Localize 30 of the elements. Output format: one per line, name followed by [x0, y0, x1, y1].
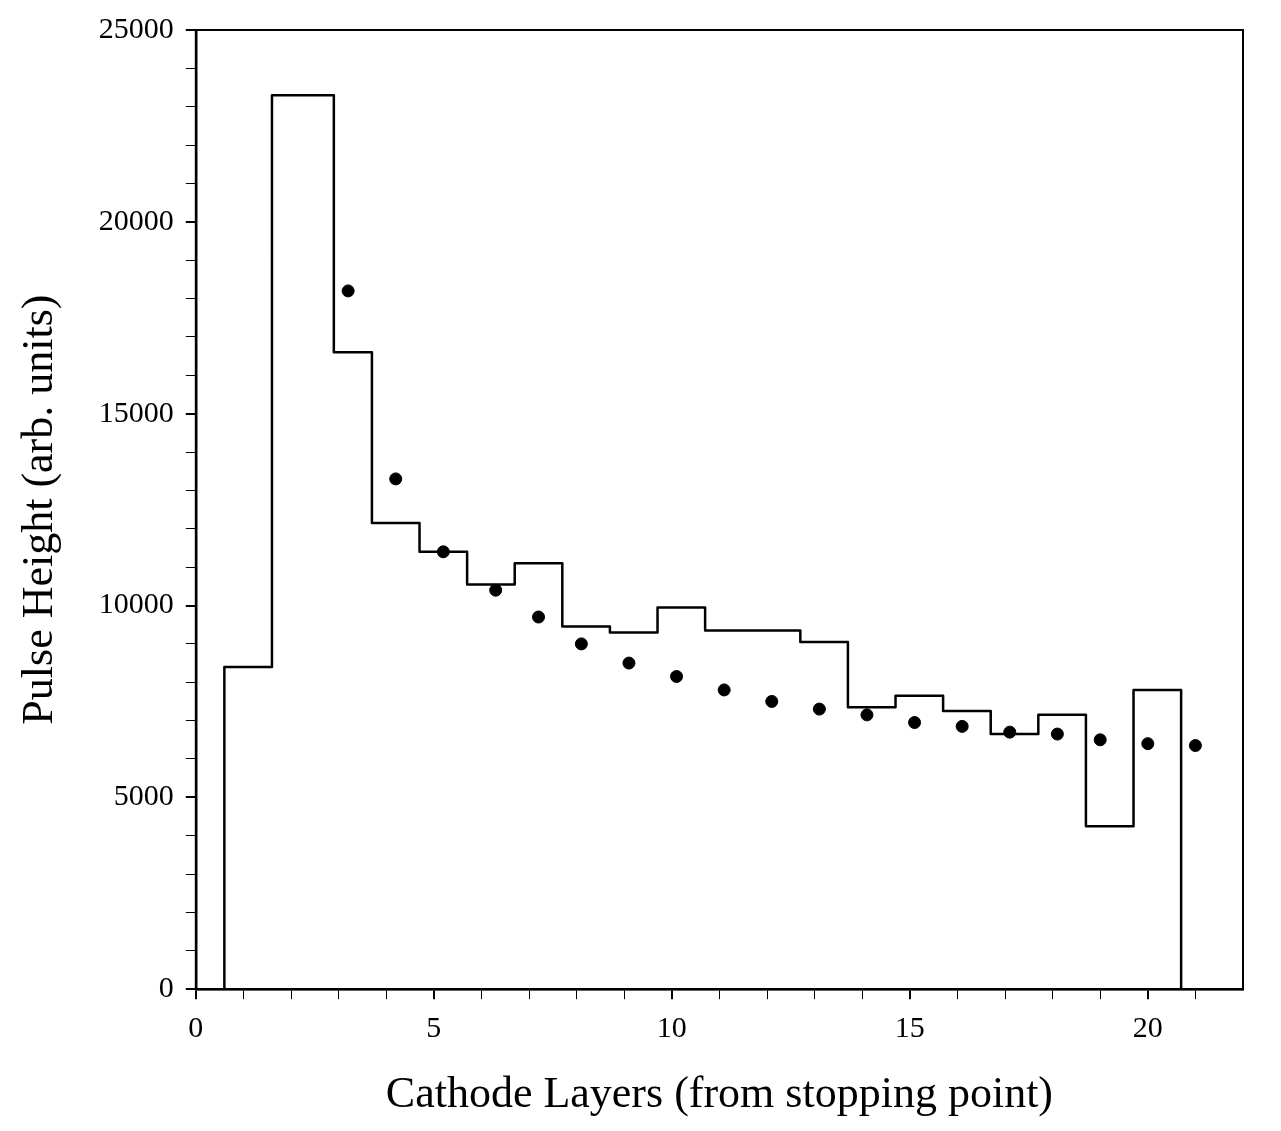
point	[574, 637, 588, 651]
point	[765, 694, 779, 708]
point	[908, 716, 922, 730]
y-tick-label: 5000	[113, 778, 174, 812]
x-axis-title: Cathode Layers (from stopping point)	[385, 1068, 1053, 1118]
x-tick-label: 5	[426, 1010, 442, 1044]
point	[1050, 727, 1064, 741]
x-tick-label: 15	[894, 1010, 925, 1044]
point	[622, 656, 636, 670]
x-tick-label: 20	[1132, 1010, 1163, 1044]
y-axis-title: Pulse Height (arb. units)	[12, 294, 62, 725]
y-tick-label: 15000	[98, 394, 174, 428]
point	[860, 708, 874, 722]
point	[1141, 737, 1155, 751]
point	[532, 610, 546, 624]
x-tick-label: 0	[188, 1010, 204, 1044]
point	[489, 583, 503, 597]
point	[1188, 739, 1202, 753]
y-tick-label: 10000	[98, 586, 174, 620]
point	[389, 472, 403, 486]
point	[1093, 733, 1107, 747]
point	[717, 683, 731, 697]
point	[955, 719, 969, 733]
y-tick-label: 25000	[98, 10, 174, 44]
x-tick-label: 10	[656, 1010, 687, 1044]
y-tick-label: 20000	[98, 202, 174, 236]
point	[670, 670, 684, 683]
y-tick-label: 0	[158, 970, 174, 1004]
point	[812, 702, 826, 716]
point	[341, 284, 355, 298]
